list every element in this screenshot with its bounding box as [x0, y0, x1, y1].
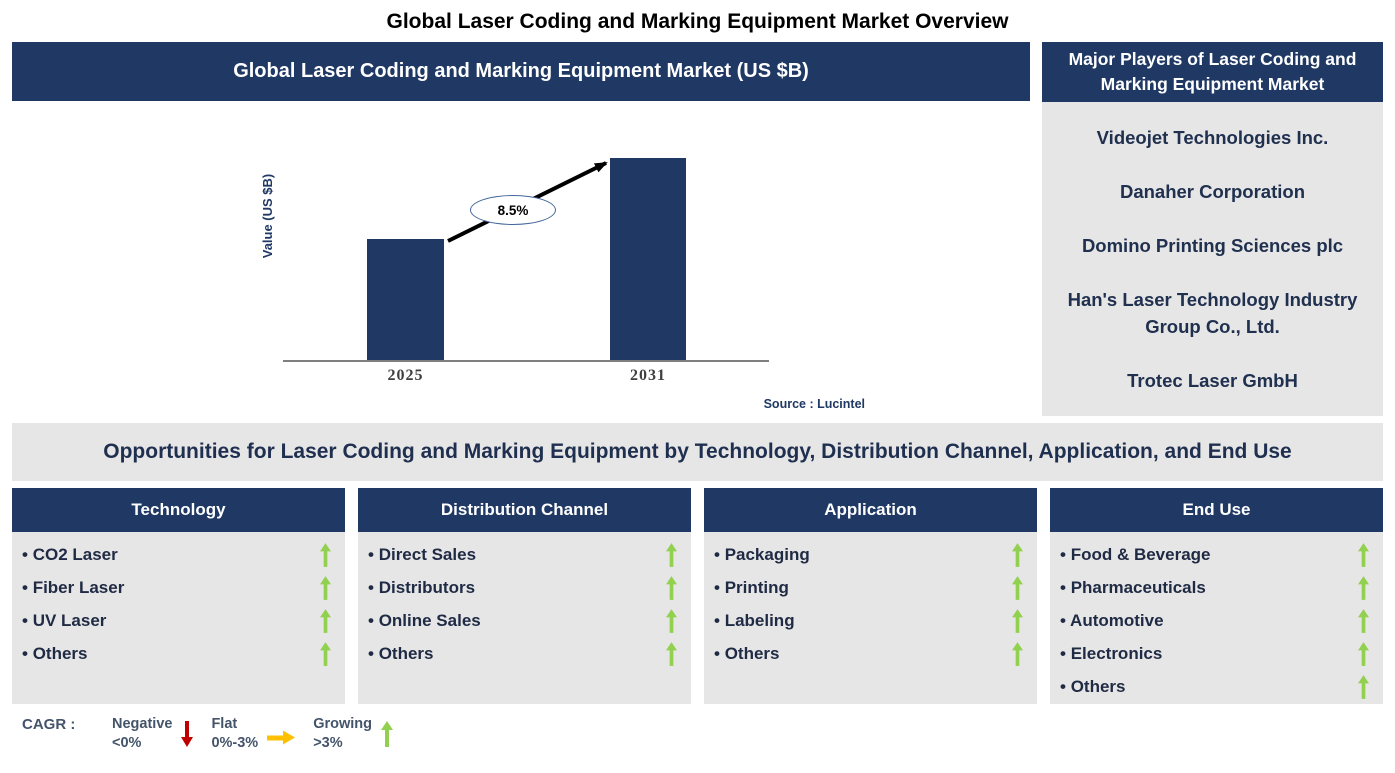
- up-arrow-icon: [1012, 542, 1023, 567]
- bar-2025: [367, 239, 444, 360]
- opportunity-item: Distributors: [358, 571, 691, 604]
- column-body: Packaging Printing Labeling Others: [704, 532, 1037, 704]
- bar-2031: [610, 158, 686, 360]
- up-arrow-icon: [1358, 674, 1369, 699]
- column-body: Food & Beverage Pharmaceuticals Automoti…: [1050, 532, 1383, 704]
- cagr-legend: CAGR : Negative <0% Flat 0%-3% Growing >…: [12, 715, 1383, 753]
- legend-item-negative: Negative <0%: [112, 715, 194, 753]
- opportunity-item: Packaging: [704, 538, 1037, 571]
- column-header: Application: [704, 488, 1037, 532]
- up-arrow-icon: [1012, 641, 1023, 666]
- up-arrow-icon: [381, 721, 394, 747]
- legend-prefix: CAGR :: [22, 716, 76, 733]
- opportunity-item: Printing: [704, 571, 1037, 604]
- legend-name: Flat: [211, 716, 238, 732]
- up-arrow-icon: [320, 575, 331, 600]
- company-name: Trotec Laser GmbH: [1127, 370, 1298, 392]
- major-players-list: Videojet Technologies Inc. Danaher Corpo…: [1042, 102, 1383, 416]
- opportunity-item: Others: [12, 637, 345, 670]
- opportunity-item: Electronics: [1050, 637, 1383, 670]
- growth-trend-arrow-icon: [447, 161, 608, 243]
- company-name: Domino Printing Sciences plc: [1081, 234, 1344, 256]
- chart-panel-header: Global Laser Coding and Marking Equipmen…: [12, 42, 1030, 101]
- up-arrow-icon: [666, 641, 677, 666]
- right-arrow-icon: [267, 730, 296, 744]
- legend-item-flat: Flat 0%-3%: [211, 715, 296, 753]
- up-arrow-icon: [1358, 575, 1369, 600]
- up-arrow-icon: [1358, 608, 1369, 633]
- x-tick-2025: 2025: [387, 367, 424, 384]
- opportunity-item: Food & Beverage: [1050, 538, 1383, 571]
- up-arrow-icon: [320, 542, 331, 567]
- column-body: CO2 Laser Fiber Laser UV Laser Others: [12, 532, 345, 704]
- page-title: Global Laser Coding and Marking Equipmen…: [386, 10, 1009, 33]
- up-arrow-icon: [1012, 608, 1023, 633]
- opportunity-item: Labeling: [704, 604, 1037, 637]
- opportunity-item: Automotive: [1050, 604, 1383, 637]
- column-body: Direct Sales Distributors Online Sales O…: [358, 532, 691, 704]
- up-arrow-icon: [1012, 575, 1023, 600]
- up-arrow-icon: [666, 575, 677, 600]
- up-arrow-icon: [1358, 641, 1369, 666]
- legend-range: >3%: [313, 735, 343, 751]
- up-arrow-icon: [320, 641, 331, 666]
- opportunity-item: Fiber Laser: [12, 571, 345, 604]
- infographic-page: Global Laser Coding and Marking Equipmen…: [0, 10, 1395, 753]
- opportunity-columns: Technology CO2 Laser Fiber Laser UV Lase…: [12, 488, 1383, 704]
- company-name: Videojet Technologies Inc.: [1096, 126, 1329, 148]
- up-arrow-icon: [320, 608, 331, 633]
- bar-chart: Value (US $B) 8.5% 2025 2031: [12, 101, 1030, 419]
- opportunity-column-end-use: End Use Food & Beverage Pharmaceuticals …: [1050, 488, 1383, 704]
- legend-name: Growing: [313, 716, 373, 732]
- opportunities-title-band: Opportunities for Laser Coding and Marki…: [12, 423, 1383, 481]
- market-chart-panel: Global Laser Coding and Marking Equipmen…: [12, 42, 1030, 419]
- opportunity-item: Others: [1050, 670, 1383, 703]
- top-row: Global Laser Coding and Marking Equipmen…: [12, 42, 1383, 419]
- opportunity-item: Others: [704, 637, 1037, 670]
- company-name: Danaher Corporation: [1119, 180, 1306, 202]
- opportunity-item: Direct Sales: [358, 538, 691, 571]
- up-arrow-icon: [1358, 542, 1369, 567]
- opportunity-item: Online Sales: [358, 604, 691, 637]
- x-axis-line: [283, 360, 769, 362]
- opportunity-item: Others: [358, 637, 691, 670]
- opportunity-item: Pharmaceuticals: [1050, 571, 1383, 604]
- column-header: End Use: [1050, 488, 1383, 532]
- cagr-value: 8.5%: [497, 202, 529, 218]
- column-header: Technology: [12, 488, 345, 532]
- legend-name: Negative: [112, 716, 173, 732]
- legend-item-growing: Growing >3%: [313, 715, 394, 753]
- opportunity-column-distribution-channel: Distribution Channel Direct Sales Distri…: [358, 488, 691, 704]
- up-arrow-icon: [666, 542, 677, 567]
- opportunity-column-technology: Technology CO2 Laser Fiber Laser UV Lase…: [12, 488, 345, 704]
- legend-range: 0%-3%: [211, 735, 259, 751]
- cagr-badge: 8.5%: [470, 195, 556, 225]
- legend-range: <0%: [112, 735, 142, 751]
- major-players-header: Major Players of Laser Coding and Markin…: [1042, 42, 1383, 102]
- opportunity-item: UV Laser: [12, 604, 345, 637]
- column-header: Distribution Channel: [358, 488, 691, 532]
- company-name: Han's Laser Technology Industry Group Co…: [1067, 289, 1358, 338]
- opportunity-column-application: Application Packaging Printing Labeling …: [704, 488, 1037, 704]
- x-tick-2031: 2031: [630, 367, 666, 384]
- major-players-panel: Major Players of Laser Coding and Markin…: [1042, 42, 1383, 419]
- up-arrow-icon: [666, 608, 677, 633]
- opportunity-item: CO2 Laser: [12, 538, 345, 571]
- down-arrow-icon: [181, 721, 194, 747]
- source-note: Source : Lucintel: [763, 397, 865, 411]
